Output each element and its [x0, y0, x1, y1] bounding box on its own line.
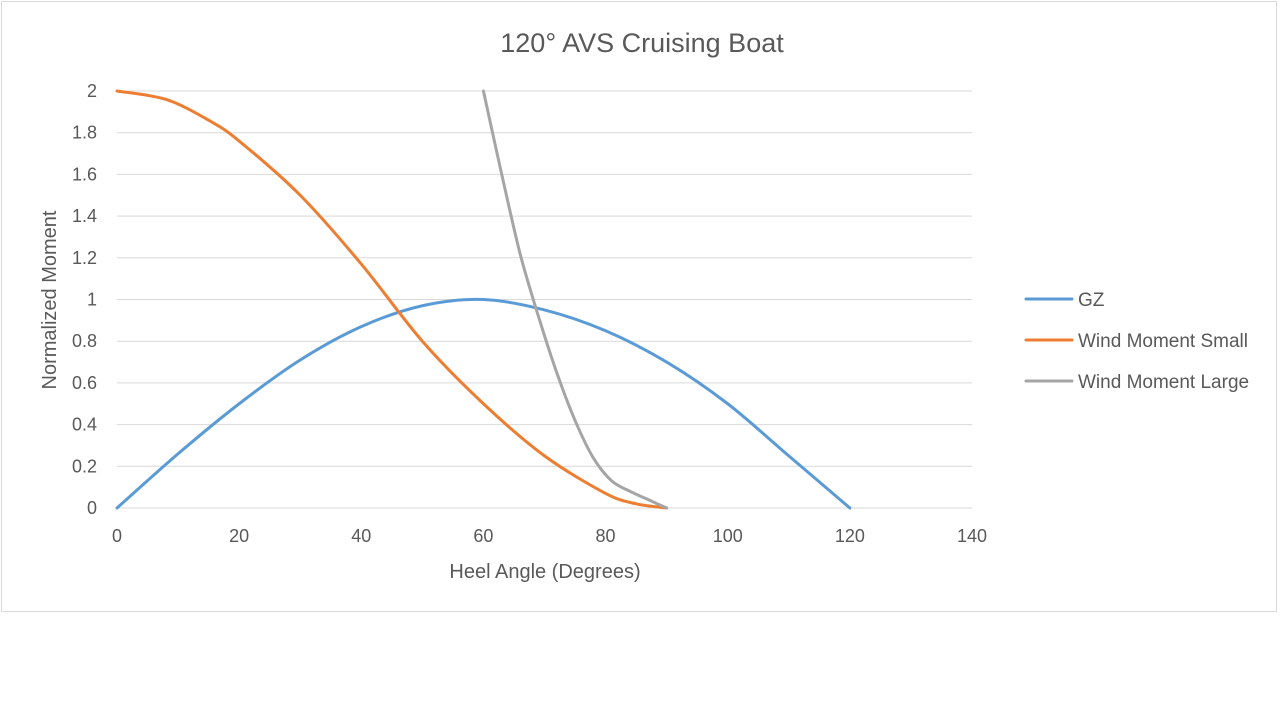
y-axis-title: Normalized Moment	[39, 210, 61, 389]
y-tick-label: 0.2	[72, 456, 97, 476]
x-tick-label: 0	[112, 526, 122, 546]
y-tick-label: 0.8	[72, 331, 97, 351]
x-tick-label: 20	[229, 526, 249, 546]
y-tick-label: 0.6	[72, 373, 97, 393]
x-tick-label: 60	[473, 526, 493, 546]
y-tick-label: 1.4	[72, 206, 97, 226]
legend-label-gz: GZ	[1078, 290, 1105, 311]
y-tick-label: 1.2	[72, 248, 97, 268]
x-tick-label: 140	[957, 526, 987, 546]
x-axis-title: Heel Angle (Degrees)	[449, 561, 640, 583]
chart-title: 120° AVS Cruising Boat	[500, 28, 784, 58]
x-tick-label: 80	[596, 526, 616, 546]
y-tick-label: 0	[87, 498, 97, 518]
series-line-wind-moment-large	[481, 89, 669, 510]
x-tick-label: 40	[351, 526, 371, 546]
legend-label-wind-moment-large: Wind Moment Large	[1078, 372, 1249, 393]
series-line-gz	[115, 297, 852, 510]
x-tick-label: 120	[835, 526, 865, 546]
y-tick-label: 1	[87, 290, 97, 310]
y-tick-label: 2	[87, 81, 97, 101]
y-tick-label: 1.6	[72, 164, 97, 184]
x-tick-label: 100	[713, 526, 743, 546]
legend-label-wind-moment-small: Wind Moment Small	[1078, 331, 1248, 352]
y-tick-label: 1.8	[72, 123, 97, 143]
axes: 00.20.40.60.811.21.41.61.820 20 40 60 80 100 1…	[72, 81, 987, 546]
y-tick-label: 0.4	[72, 415, 97, 435]
chart-frame: 0 0.2 0.4 0.6 0.8 1 1.2 1.4 1.6 1.8 2 0 20 40 60 80 100 1…	[1, 1, 1277, 612]
legend: GZ Wind Moment Small Wind Moment Large	[1024, 290, 1249, 393]
series-line-wind-moment-small	[115, 89, 669, 510]
gridlines	[117, 90, 972, 509]
line-chart: 00.20.40.60.811.21.41.61.820 20 40 60 80 100 1…	[39, 28, 1249, 583]
series-lines	[115, 89, 852, 510]
